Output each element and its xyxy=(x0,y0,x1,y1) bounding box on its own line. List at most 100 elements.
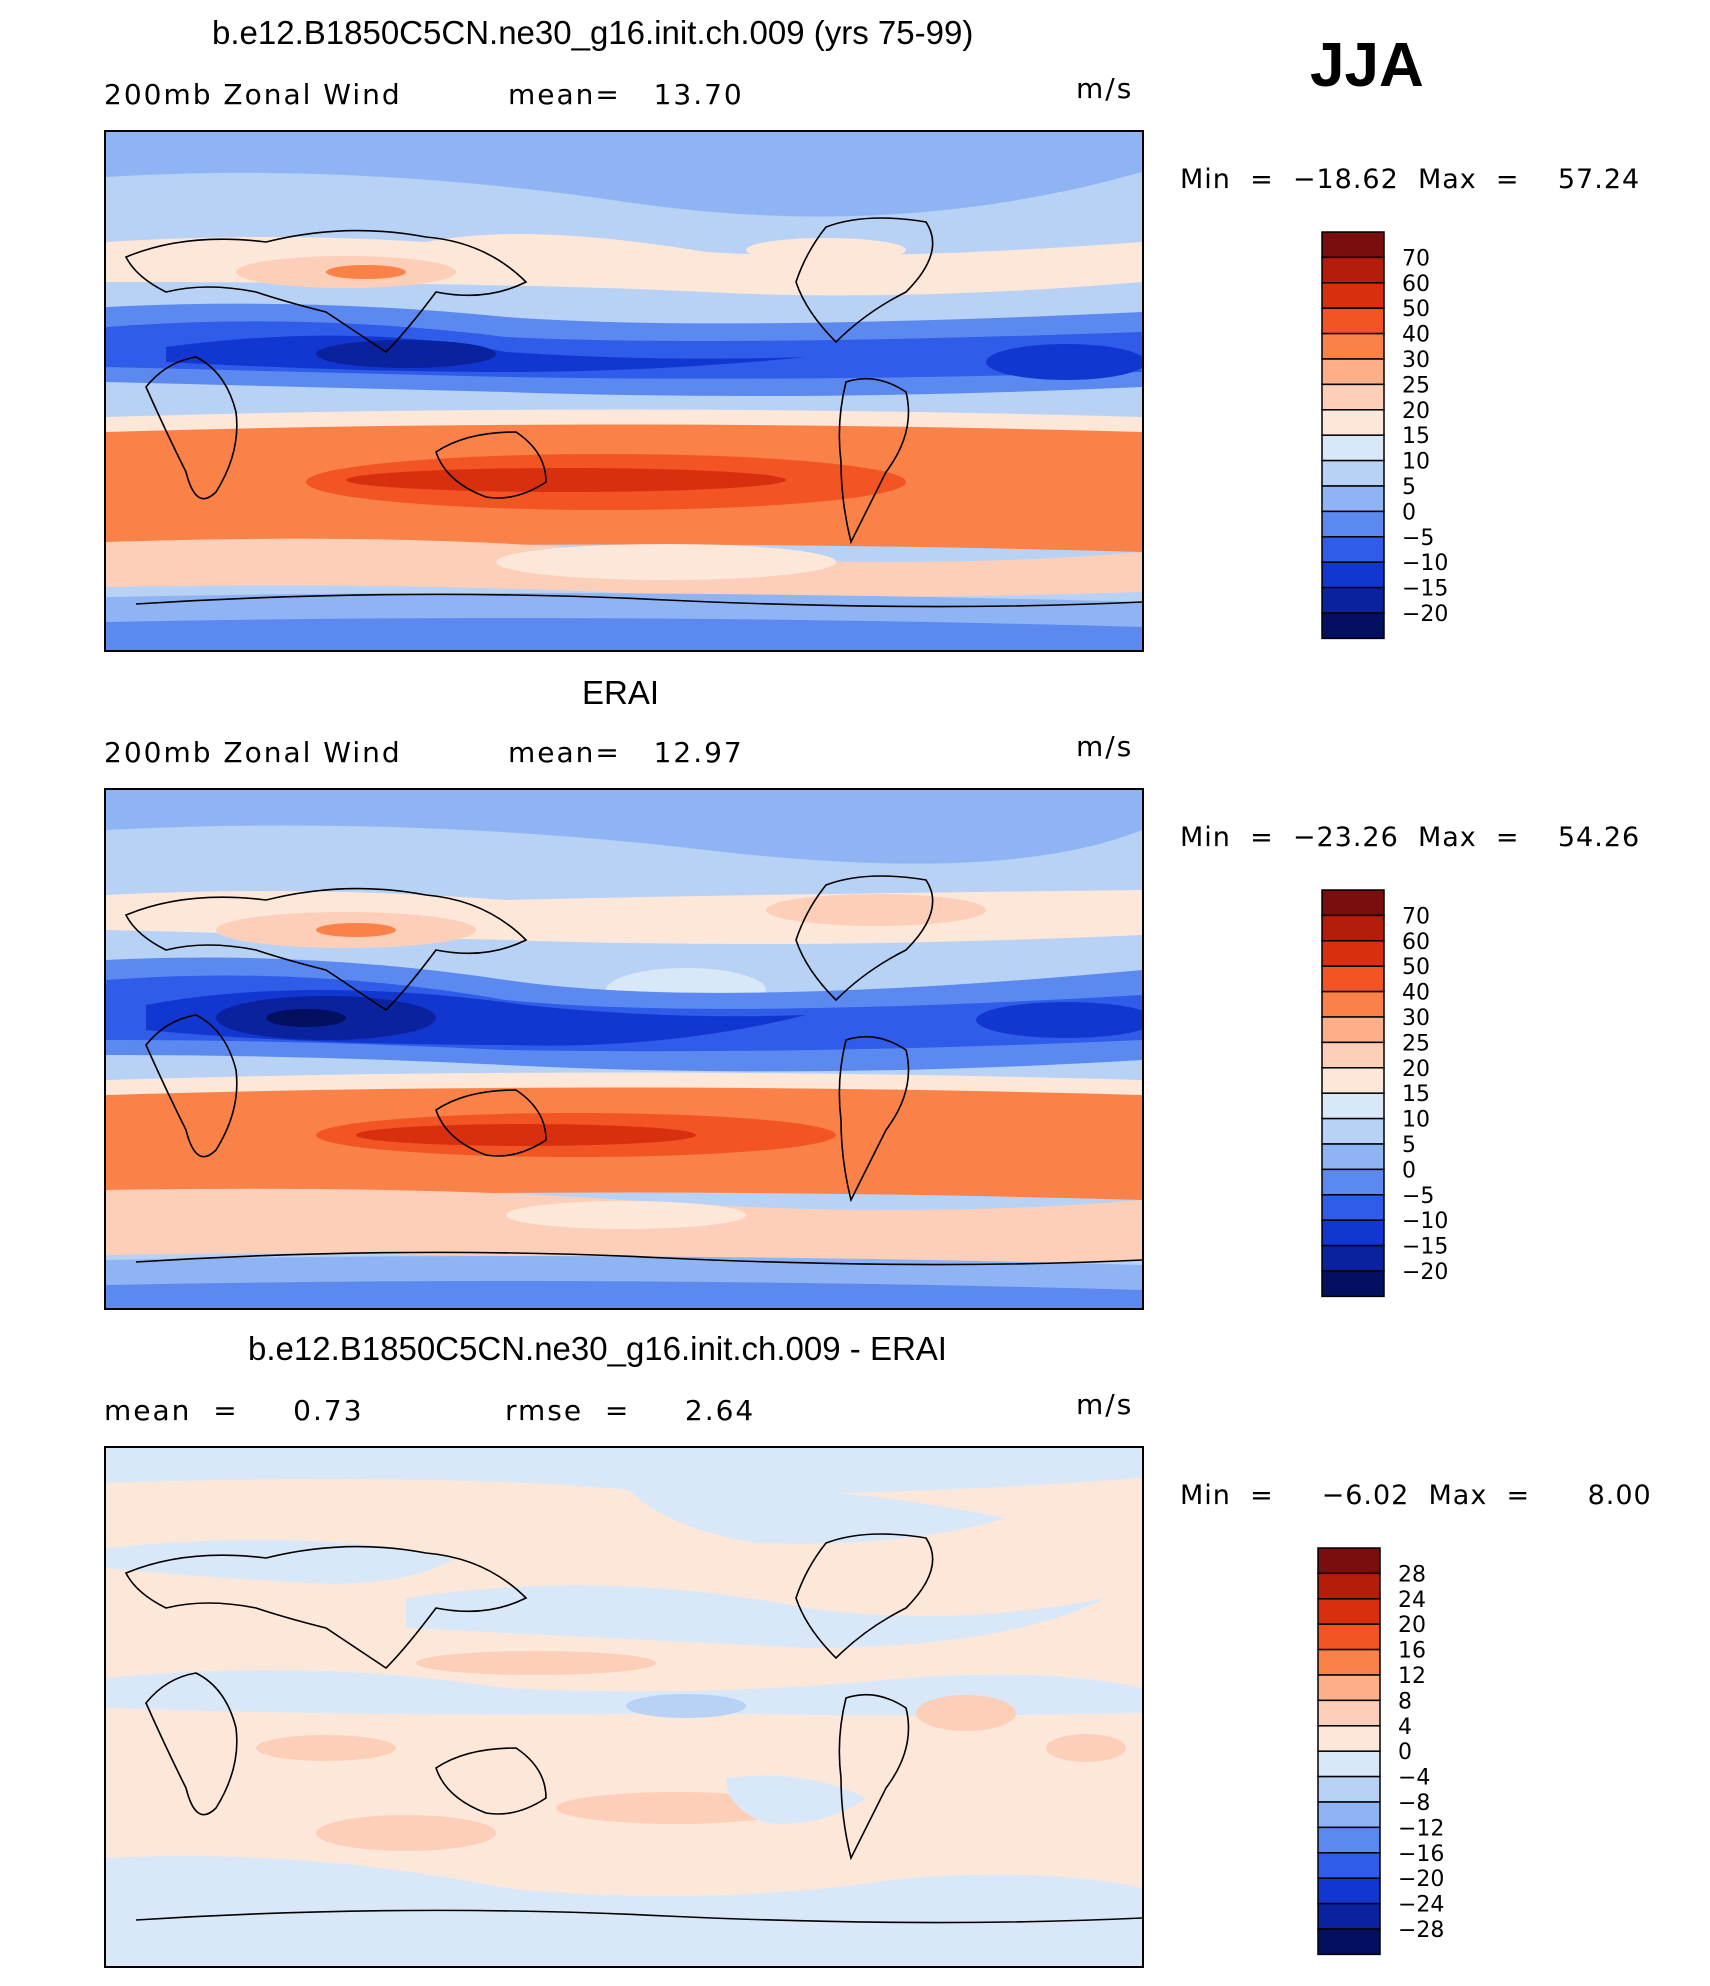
colorbar-box xyxy=(1321,1219,1385,1247)
panel1-units: m/s xyxy=(1076,72,1134,105)
colorbar-tick-label: 25 xyxy=(1402,373,1430,398)
colorbar-box xyxy=(1317,1775,1381,1803)
colorbar-box xyxy=(1321,965,1385,993)
colorbar-tick-label: −10 xyxy=(1402,1209,1448,1234)
colorbar-tick-label: −10 xyxy=(1402,551,1448,576)
colorbar-box xyxy=(1317,1801,1381,1829)
panel2-left-label: 200mb Zonal Wind xyxy=(104,736,402,769)
panel1-mean-label: mean= 13.70 xyxy=(508,78,744,111)
colorbar-tick-label: −12 xyxy=(1398,1816,1444,1841)
colorbar-box xyxy=(1321,1016,1385,1044)
colorbar-tick-label: 20 xyxy=(1402,399,1430,424)
colorbar-tick-label: −20 xyxy=(1402,602,1448,627)
colorbar-box xyxy=(1317,1623,1381,1651)
panel1-stats: Min = −18.62 Max = 57.24 xyxy=(1180,164,1641,195)
colorbar-tick-label: 30 xyxy=(1402,348,1430,373)
colorbar-box xyxy=(1321,1092,1385,1120)
colorbar-box xyxy=(1321,485,1385,513)
colorbar-tick-label: 0 xyxy=(1402,500,1416,525)
colorbar-box xyxy=(1321,1067,1385,1094)
panel2-map xyxy=(104,788,1144,1310)
colorbar-box xyxy=(1317,1598,1381,1625)
colorbar-tick-label: −15 xyxy=(1402,577,1448,602)
colorbar-box xyxy=(1321,1194,1385,1221)
colorbar-tick-label: 24 xyxy=(1398,1588,1426,1613)
colorbar-box xyxy=(1317,1877,1381,1905)
colorbar-tick-label: −20 xyxy=(1402,1260,1448,1285)
colorbar-box xyxy=(1321,889,1385,917)
panel3-units: m/s xyxy=(1076,1388,1134,1421)
colorbar-tick-label: 50 xyxy=(1402,297,1430,322)
colorbar-tick-label: −5 xyxy=(1402,526,1434,551)
colorbar-tick-label: 40 xyxy=(1402,323,1430,348)
colorbar-tick-label: 60 xyxy=(1402,272,1430,297)
colorbar-box xyxy=(1321,383,1385,411)
colorbar-tick-label: −8 xyxy=(1398,1791,1430,1816)
colorbar-box xyxy=(1321,409,1385,436)
colorbar-tick-label: −20 xyxy=(1398,1867,1444,1892)
colorbar-tick-label: 8 xyxy=(1398,1689,1412,1714)
colorbar-box xyxy=(1321,358,1385,386)
colorbar-tick-label: −5 xyxy=(1402,1184,1434,1209)
colorbar-box xyxy=(1321,612,1385,640)
panel2-colorbar-boxes xyxy=(1321,889,1385,1298)
panel3-colorbar-boxes xyxy=(1317,1547,1381,1956)
panel1-left-label: 200mb Zonal Wind xyxy=(104,78,402,111)
colorbar-box xyxy=(1317,1648,1381,1676)
colorbar-box xyxy=(1317,1750,1381,1778)
panel1-colorbar-boxes xyxy=(1321,231,1385,640)
colorbar-tick-label: 25 xyxy=(1402,1031,1430,1056)
colorbar-tick-label: 16 xyxy=(1398,1639,1426,1664)
colorbar-box xyxy=(1321,1117,1385,1145)
colorbar-tick-label: 0 xyxy=(1402,1158,1416,1183)
colorbar-tick-label: 40 xyxy=(1402,981,1430,1006)
panel2-mean-label: mean= 12.97 xyxy=(508,736,744,769)
colorbar-tick-label: 50 xyxy=(1402,955,1430,980)
colorbar-tick-label: 10 xyxy=(1402,1108,1430,1133)
panel3-mean-label: mean = 0.73 xyxy=(104,1394,364,1427)
colorbar-tick-label: −16 xyxy=(1398,1842,1444,1867)
colorbar-box xyxy=(1321,1270,1385,1298)
colorbar-tick-label: 4 xyxy=(1398,1715,1412,1740)
colorbar-box xyxy=(1321,990,1385,1018)
colorbar-tick-label: −24 xyxy=(1398,1893,1444,1918)
panel2-stats: Min = −23.26 Max = 54.26 xyxy=(1180,822,1641,853)
colorbar-box xyxy=(1321,1143,1385,1171)
colorbar-tick-label: 30 xyxy=(1402,1006,1430,1031)
colorbar-box xyxy=(1321,1244,1385,1272)
panel1-title: b.e12.B1850C5CN.ne30_g16.init.ch.009 (yr… xyxy=(212,14,974,51)
colorbar-tick-label: 5 xyxy=(1402,1133,1416,1158)
panel1-contour-field xyxy=(106,132,1142,650)
colorbar-box xyxy=(1321,914,1385,942)
colorbar-box xyxy=(1317,1928,1381,1956)
panel3-contour-field xyxy=(106,1448,1142,1966)
panel2-title: ERAI xyxy=(582,674,660,711)
colorbar-tick-label: 5 xyxy=(1402,475,1416,500)
colorbar-box xyxy=(1317,1826,1381,1854)
colorbar-tick-label: 28 xyxy=(1398,1562,1426,1587)
panel3-title: b.e12.B1850C5CN.ne30_g16.init.ch.009 - E… xyxy=(248,1330,947,1367)
colorbar-box xyxy=(1321,561,1385,589)
colorbar-tick-label: −28 xyxy=(1398,1918,1444,1943)
colorbar-box xyxy=(1321,307,1385,335)
colorbar-box xyxy=(1321,1041,1385,1069)
colorbar-tick-label: −4 xyxy=(1398,1766,1430,1791)
panel2-contour-field xyxy=(106,790,1142,1308)
panel3-stats: Min = −6.02 Max = 8.00 xyxy=(1180,1480,1652,1511)
colorbar-box xyxy=(1321,459,1385,487)
colorbar-box xyxy=(1317,1852,1381,1879)
colorbar-tick-label: 20 xyxy=(1402,1057,1430,1082)
colorbar-box xyxy=(1321,1168,1385,1196)
colorbar-box xyxy=(1317,1902,1381,1930)
colorbar-box xyxy=(1321,536,1385,563)
colorbar-tick-label: 10 xyxy=(1402,450,1430,475)
panel2-units: m/s xyxy=(1076,730,1134,763)
colorbar-box xyxy=(1317,1572,1381,1600)
colorbar-tick-label: 70 xyxy=(1402,904,1430,929)
colorbar-tick-label: 0 xyxy=(1398,1740,1412,1765)
colorbar-box xyxy=(1317,1699,1381,1727)
